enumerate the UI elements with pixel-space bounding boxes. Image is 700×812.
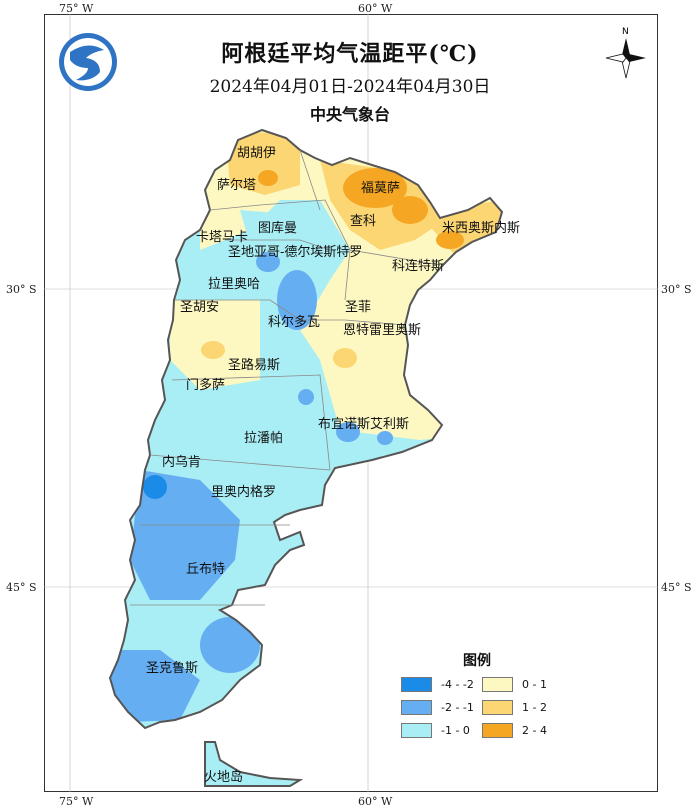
region-label-tierradelfuego: 火地岛	[204, 769, 243, 785]
lat-label-30s-left: 30° S	[6, 283, 37, 296]
province-borders	[130, 149, 441, 606]
field-neg2-1-bsas-west	[298, 389, 314, 405]
legend-label: -2 - -1	[441, 701, 474, 714]
legend-swatch	[482, 700, 513, 715]
tierra-del-fuego-shape	[204, 741, 304, 787]
cma-logo-icon	[59, 33, 117, 91]
lat-label-45s-left: 45° S	[6, 581, 37, 594]
field-neg1-0-tucuman	[240, 210, 310, 255]
legend-item: 2 - 4	[482, 723, 572, 740]
north-label: N	[622, 27, 629, 37]
region-label-rionegro: 里奥内格罗	[211, 484, 276, 500]
region-label-chubut: 丘布特	[186, 562, 225, 577]
field-2-4-formosa	[343, 168, 407, 208]
field-neg2-1-catamarca	[256, 252, 280, 272]
lon-label-75w-top: 75° W	[59, 2, 94, 15]
region-label-tucuman: 图库曼	[258, 220, 297, 236]
region-label-neuquen: 内乌肯	[162, 454, 201, 470]
region-label-santacruz: 圣克鲁斯	[146, 661, 198, 676]
field-2-4-salta	[258, 170, 278, 186]
region-label-corrientes: 科连特斯	[392, 258, 444, 274]
field-neg4-2-neuquen	[143, 475, 167, 499]
region-label-larioja: 拉里奥哈	[208, 277, 260, 292]
legend-item: -1 - 0	[401, 723, 491, 740]
field-neg2-1-bsas	[336, 422, 360, 442]
region-label-sanjuan: 圣胡安	[180, 300, 219, 315]
date-range: 2024年04月01日-2024年04月30日	[209, 77, 491, 97]
legend-label: -4 - -2	[441, 678, 474, 691]
map-title: 阿根廷平均气温距平(℃)	[221, 41, 479, 67]
region-label-cordoba: 科尔多瓦	[268, 314, 320, 330]
region-label-santafe: 圣菲	[345, 300, 371, 315]
legend-title: 图例	[463, 653, 491, 669]
legend-item: 1 - 2	[482, 700, 572, 717]
legend-label: 2 - 4	[522, 724, 547, 737]
field-neg2-1-santacruz-west	[110, 650, 200, 722]
legend-label: 0 - 1	[522, 678, 547, 691]
region-label-buenosaires: 布宜诺斯艾利斯	[318, 417, 409, 432]
field-neg2-1-bsas-east	[377, 431, 393, 445]
legend-swatch	[401, 723, 432, 738]
field-1-2-cordoba	[333, 348, 357, 368]
legend-label: -1 - 0	[441, 724, 470, 737]
lon-label-75w-bottom: 75° W	[59, 795, 94, 808]
north-arrow-icon: N	[605, 27, 646, 79]
region-label-mendoza: 门多萨	[186, 377, 225, 393]
legend-swatch	[482, 723, 513, 738]
legend-item: -2 - -1	[401, 700, 491, 717]
region-label-santiago: 圣地亚哥-德尔埃斯特罗	[228, 245, 362, 260]
region-label-misiones: 米西奥斯内斯	[442, 220, 520, 236]
legend-label: 1 - 2	[522, 701, 547, 714]
legend-swatch	[401, 677, 432, 692]
agency-name: 中央气象台	[309, 105, 390, 124]
lon-label-60w-top: 60° W	[358, 2, 393, 15]
region-label-catamarca: 卡塔马卡	[196, 230, 248, 245]
region-label-lapampa: 拉潘帕	[244, 431, 283, 446]
lat-label-45s-right: 45° S	[661, 581, 692, 594]
legend-item: 0 - 1	[482, 677, 572, 694]
field-neg2-1-cordoba	[277, 270, 317, 330]
region-label-entrerios: 恩特雷里奥斯	[343, 323, 421, 338]
region-label-chaco: 查科	[350, 214, 376, 229]
legend-swatch	[401, 700, 432, 715]
field-neg2-1-patagonia	[130, 470, 240, 600]
field-1-2-sanjuan	[201, 341, 225, 359]
lat-label-30s-right: 30° S	[661, 283, 692, 296]
lon-label-60w-bottom: 60° W	[358, 795, 393, 808]
legend-item: -4 - -2	[401, 677, 491, 694]
legend-swatch	[482, 677, 513, 692]
region-label-formosa: 福莫萨	[361, 181, 400, 196]
region-label-salta: 萨尔塔	[217, 178, 256, 193]
region-label-sanluis: 圣路易斯	[228, 357, 280, 373]
region-label-jujuy: 胡胡伊	[237, 146, 276, 161]
field-2-4-formosa-east	[392, 196, 428, 224]
region-labels: 胡胡伊 萨尔塔 福莫萨 查科 米西奥斯内斯 卡塔马卡 图库曼 圣地亚哥-德尔埃斯…	[146, 146, 520, 785]
field-1-2-jujuy	[225, 130, 300, 195]
legend: 图例 -4 - -2 -2 - -1 -1 - 0 0 - 1 1 - 2 2 …	[398, 650, 588, 750]
field-neg2-1-santacruz-east	[200, 617, 260, 673]
field-2-4-misiones	[436, 231, 464, 249]
